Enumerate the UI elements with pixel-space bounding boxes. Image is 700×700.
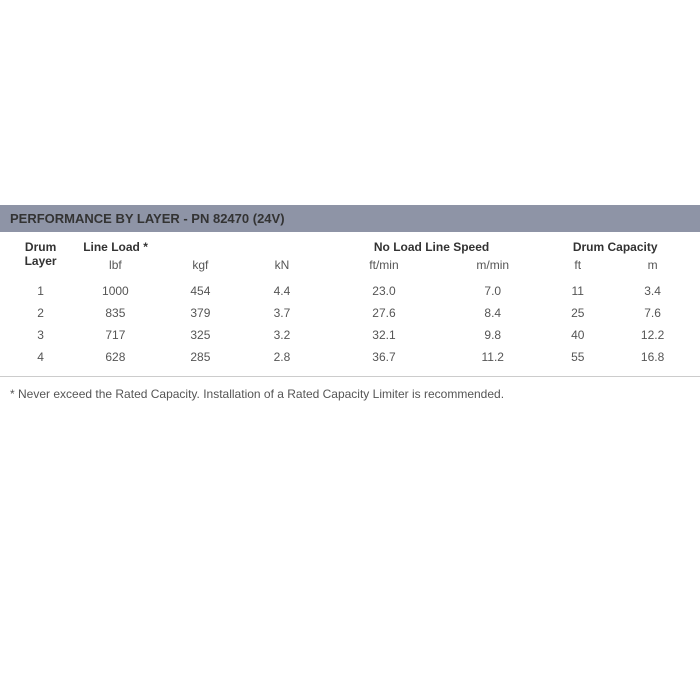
cell-ftmin: 32.1 (323, 324, 445, 346)
page-container: PERFORMANCE BY LAYER - PN 82470 (24V) Dr… (0, 0, 700, 411)
cell-mmin: 11.2 (445, 346, 540, 368)
cell-ft: 55 (540, 346, 615, 368)
col-header-drum-layer: Drum Layer (10, 232, 71, 280)
section-title: PERFORMANCE BY LAYER - PN 82470 (24V) (0, 205, 700, 232)
cell-ftmin: 36.7 (323, 346, 445, 368)
cell-mmin: 9.8 (445, 324, 540, 346)
cell-lbf: 835 (71, 302, 159, 324)
unit-lbf: lbf (71, 256, 159, 280)
footnote-text: * Never exceed the Rated Capacity. Insta… (10, 387, 504, 401)
table-row: 2 835 379 3.7 27.6 8.4 25 7.6 (10, 302, 690, 324)
cell-kN: 3.7 (241, 302, 323, 324)
cell-layer: 1 (10, 280, 71, 302)
unit-m: m (615, 256, 690, 280)
footnote: * Never exceed the Rated Capacity. Insta… (0, 376, 700, 411)
table-body: 1 1000 454 4.4 23.0 7.0 11 3.4 2 835 379… (10, 280, 690, 368)
table-row: 4 628 285 2.8 36.7 11.2 55 16.8 (10, 346, 690, 368)
cell-kgf: 379 (160, 302, 242, 324)
cell-kN: 3.2 (241, 324, 323, 346)
col-header-no-load-speed: No Load Line Speed (323, 232, 541, 256)
cell-kN: 4.4 (241, 280, 323, 302)
table-row: 1 1000 454 4.4 23.0 7.0 11 3.4 (10, 280, 690, 302)
cell-kN: 2.8 (241, 346, 323, 368)
cell-lbf: 717 (71, 324, 159, 346)
cell-mmin: 8.4 (445, 302, 540, 324)
cell-ft: 40 (540, 324, 615, 346)
unit-mmin: m/min (445, 256, 540, 280)
unit-kN: kN (241, 256, 323, 280)
cell-m: 3.4 (615, 280, 690, 302)
cell-layer: 3 (10, 324, 71, 346)
header-unit-row: lbf kgf kN ft/min m/min ft m (10, 256, 690, 280)
section-title-text: PERFORMANCE BY LAYER - PN 82470 (24V) (10, 211, 285, 226)
cell-kgf: 285 (160, 346, 242, 368)
table-wrapper: Drum Layer Line Load * No Load Line Spee… (0, 232, 700, 376)
cell-layer: 4 (10, 346, 71, 368)
performance-table: Drum Layer Line Load * No Load Line Spee… (10, 232, 690, 368)
col-header-line-load: Line Load * (71, 232, 323, 256)
cell-ftmin: 23.0 (323, 280, 445, 302)
cell-ft: 11 (540, 280, 615, 302)
cell-lbf: 628 (71, 346, 159, 368)
cell-lbf: 1000 (71, 280, 159, 302)
table-row: 3 717 325 3.2 32.1 9.8 40 12.2 (10, 324, 690, 346)
cell-layer: 2 (10, 302, 71, 324)
unit-ft: ft (540, 256, 615, 280)
cell-kgf: 325 (160, 324, 242, 346)
cell-m: 12.2 (615, 324, 690, 346)
unit-kgf: kgf (160, 256, 242, 280)
col-header-drum-capacity: Drum Capacity (540, 232, 690, 256)
cell-m: 7.6 (615, 302, 690, 324)
cell-mmin: 7.0 (445, 280, 540, 302)
cell-kgf: 454 (160, 280, 242, 302)
header-group-row: Drum Layer Line Load * No Load Line Spee… (10, 232, 690, 256)
cell-m: 16.8 (615, 346, 690, 368)
cell-ft: 25 (540, 302, 615, 324)
cell-ftmin: 27.6 (323, 302, 445, 324)
unit-ftmin: ft/min (323, 256, 445, 280)
